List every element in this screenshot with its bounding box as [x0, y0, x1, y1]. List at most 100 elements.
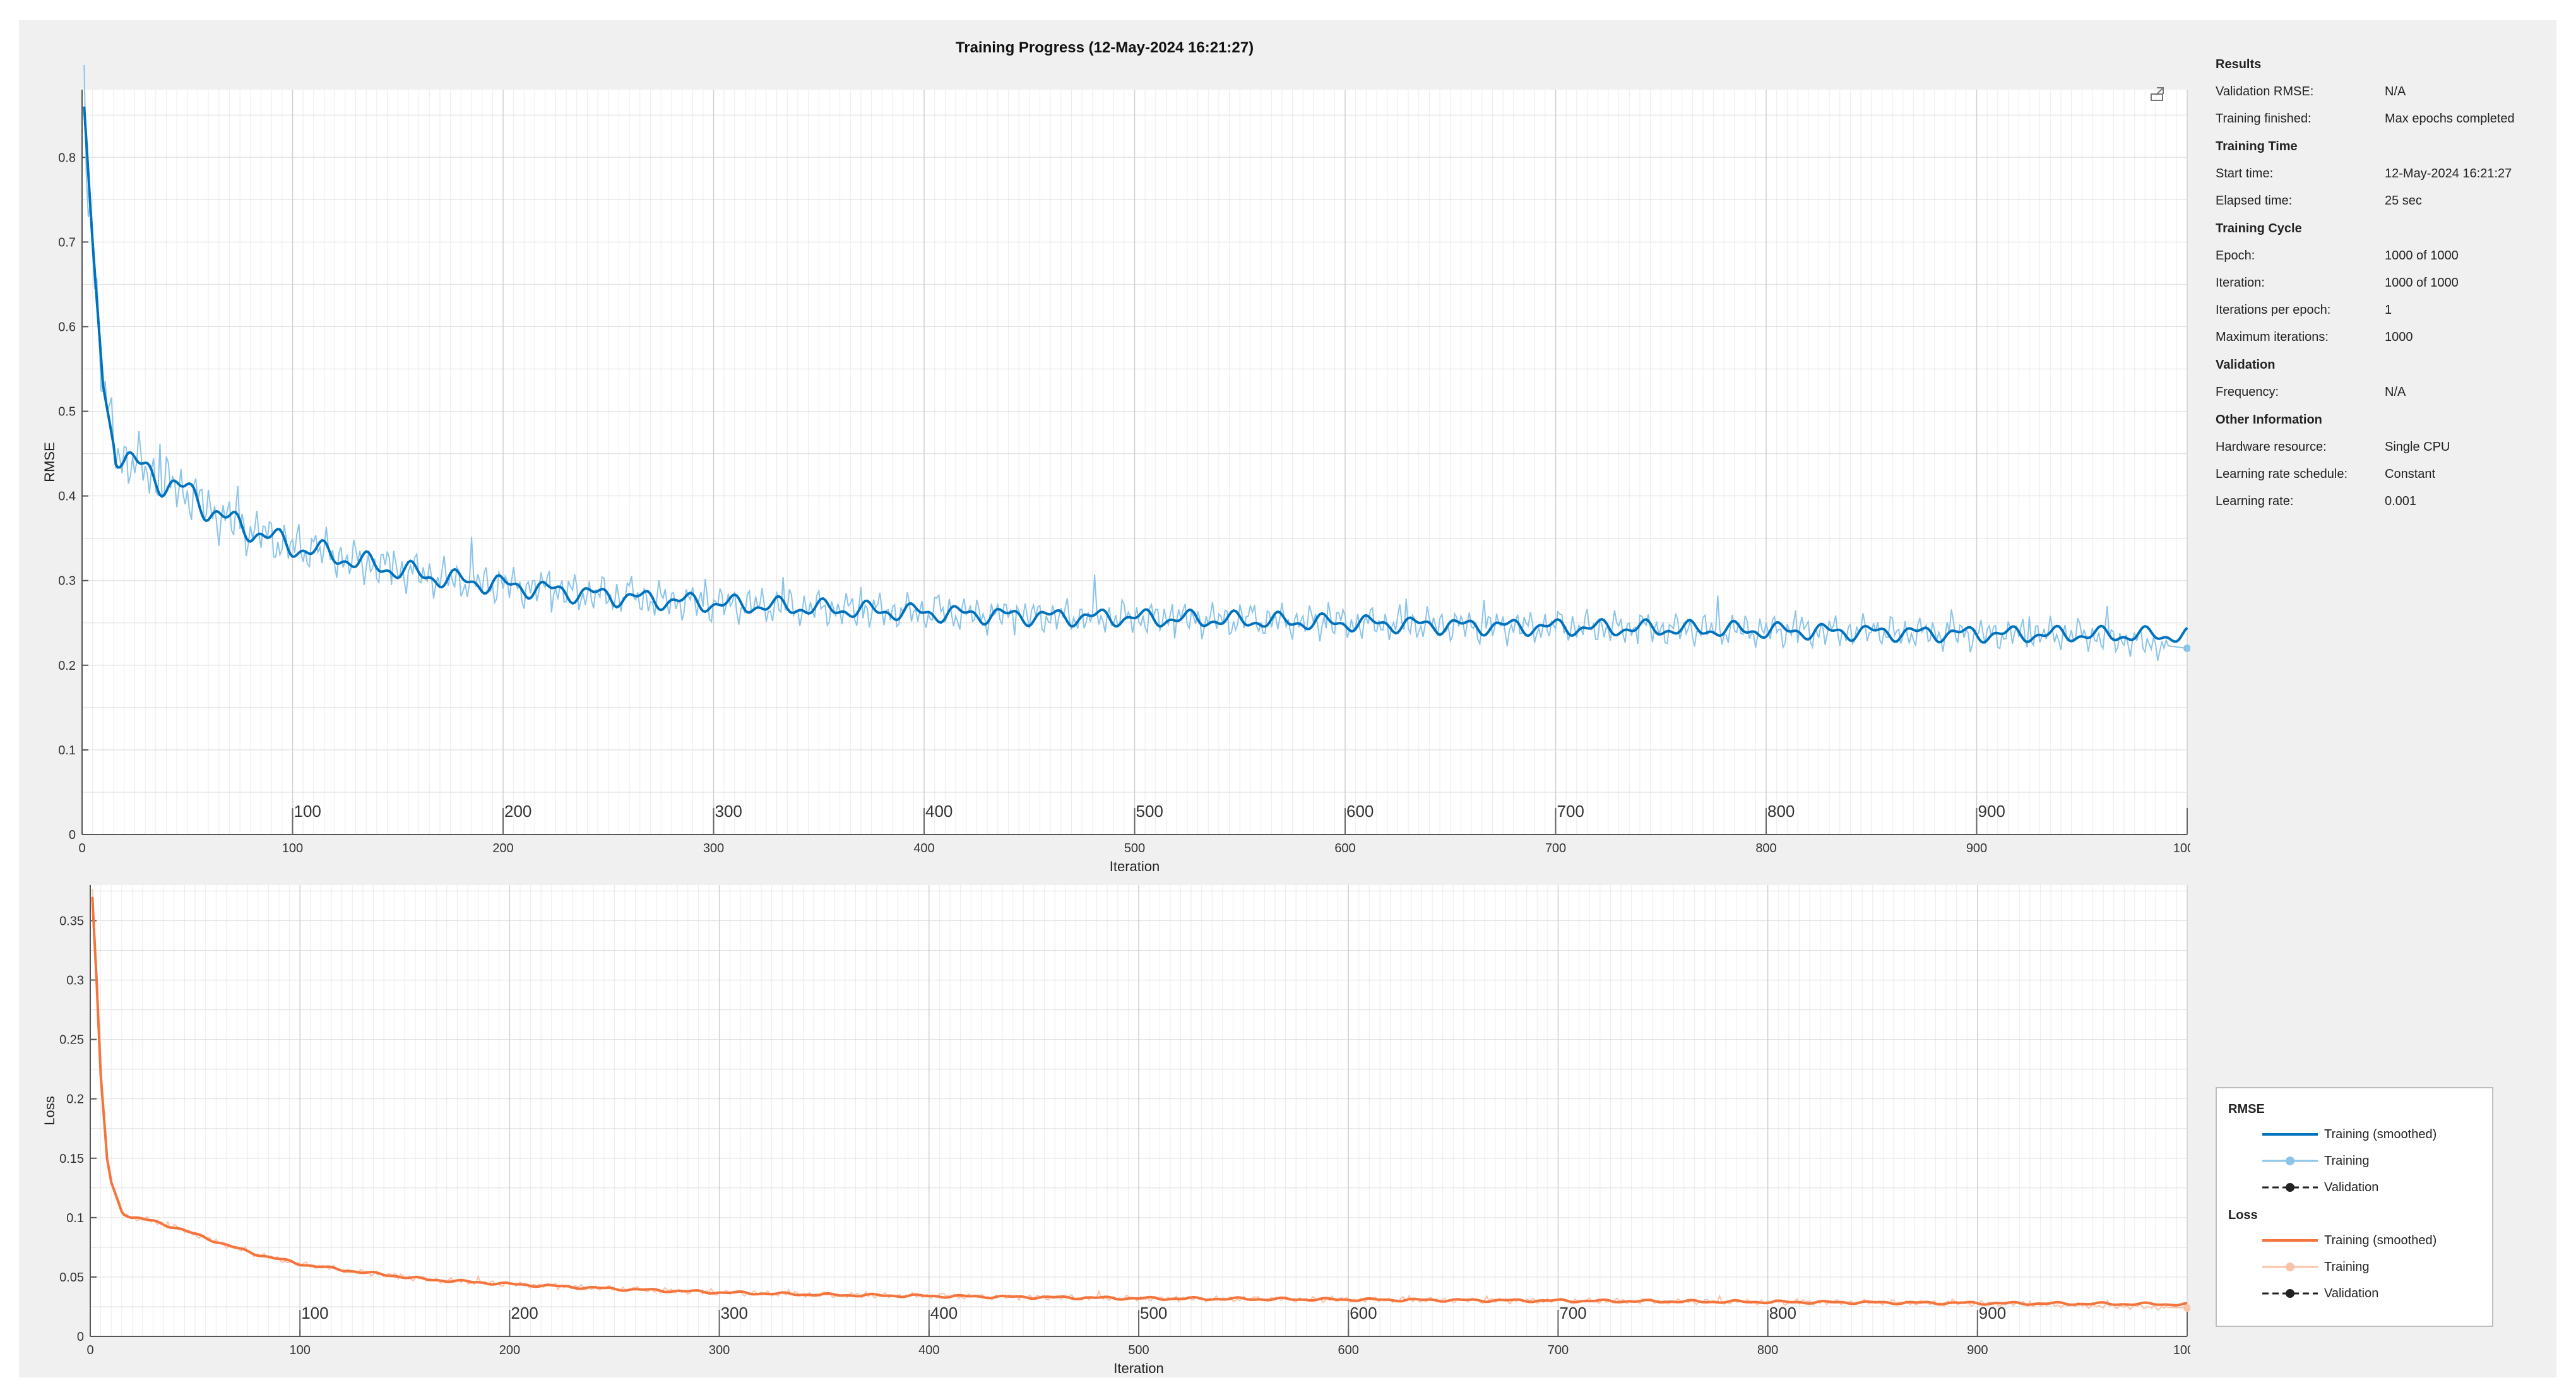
legend-group-title: RMSE — [2228, 1102, 2265, 1116]
epoch-marker-label: 200 — [504, 802, 531, 821]
grid — [90, 885, 2188, 1337]
legend-entry[interactable]: Training — [2261, 1151, 2370, 1170]
info-section-title: Training Time — [2216, 140, 2298, 153]
epoch-marker-label: 300 — [715, 802, 742, 821]
legend-label: Training (smoothed) — [2324, 1233, 2437, 1247]
x-tick-label: 100 — [290, 1343, 311, 1357]
legend-label: Validation — [2324, 1286, 2379, 1300]
legend-entry[interactable]: Training (smoothed) — [2261, 1125, 2437, 1144]
epoch-marker-label: 800 — [1769, 1304, 1796, 1323]
info-value: N/A — [2385, 385, 2406, 399]
x-axis-label: Iteration — [1113, 1360, 1164, 1376]
info-row: Epoch: 1000 of 1000 — [2216, 242, 2544, 270]
y-tick-label: 0.2 — [58, 659, 76, 673]
epoch-marker-label: 700 — [1559, 1304, 1586, 1323]
info-row: Maximum iterations: 1000 — [2216, 324, 2544, 351]
info-section-title: Validation — [2216, 358, 2276, 372]
info-row: Validation RMSE: N/A — [2216, 78, 2544, 105]
x-tick-label: 800 — [1755, 841, 1776, 855]
training-smoothed-line — [83, 106, 2188, 644]
info-value: Constant — [2385, 467, 2436, 481]
info-row: Elapsed time: 25 sec — [2216, 187, 2544, 215]
info-row: Learning rate schedule: Constant — [2216, 461, 2544, 488]
x-tick-label: 200 — [499, 1343, 520, 1357]
x-tick-label: 400 — [913, 841, 934, 855]
training-plots: 0 0.1 0.2 0.3 0.4 0.5 0.6 0.7 0.8 0 100 200 300 400 50… — [42, 64, 2190, 1376]
training-info-panel: Results Validation RMSE: N/A Training finis… — [2216, 51, 2544, 515]
x-tick-label: 1000 — [2173, 1343, 2190, 1357]
y-tick-label: 0.3 — [58, 574, 76, 588]
export-icon[interactable] — [2147, 83, 2169, 105]
x-tick-label: 0 — [86, 1343, 93, 1357]
y-tick-label: 0.35 — [59, 914, 84, 928]
legend-swatch — [2262, 1263, 2318, 1271]
rmse-chart: 0 0.1 0.2 0.3 0.4 0.5 0.6 0.7 0.8 0 100 200 300 400 50… — [42, 64, 2190, 874]
y-tick-label: 0.15 — [59, 1152, 84, 1166]
y-tick-label: 0.05 — [59, 1271, 84, 1285]
info-label: Learning rate: — [2216, 494, 2294, 508]
y-tick-label: 0.6 — [58, 320, 76, 334]
x-axis-label: Iteration — [1110, 859, 1160, 874]
epoch-marker-label: 400 — [925, 802, 953, 821]
info-label: Epoch: — [2216, 249, 2255, 263]
info-label: Maximum iterations: — [2216, 330, 2329, 344]
x-tick-label: 900 — [1967, 1343, 1988, 1357]
legend-swatch — [2262, 1183, 2318, 1192]
info-value: 1 — [2385, 303, 2392, 317]
y-tick-label: 0.1 — [66, 1211, 84, 1225]
x-tick-label: 1000 — [2173, 841, 2190, 855]
y-tick-label: 0.7 — [58, 235, 76, 249]
epoch-marker-label: 800 — [1767, 802, 1795, 821]
legend-swatch — [2262, 1289, 2318, 1298]
epoch-marker-label: 600 — [1346, 802, 1374, 821]
x-tick-label: 500 — [1128, 1343, 1149, 1357]
epoch-marker-label: 500 — [1140, 1304, 1167, 1323]
info-row: Start time: 12-May-2024 16:21:27 — [2216, 160, 2544, 187]
info-row: Hardware resource: Single CPU — [2216, 434, 2544, 461]
info-value: 0.001 — [2385, 494, 2417, 508]
legend-entry[interactable]: Validation — [2261, 1284, 2378, 1303]
training-last-point — [2183, 1304, 2190, 1312]
x-tick-label: 700 — [1545, 841, 1566, 855]
epoch-marker-label: 200 — [511, 1304, 538, 1323]
info-value: 25 sec — [2385, 194, 2422, 208]
y-tick-label: 0.3 — [66, 974, 84, 988]
info-label: Start time: — [2216, 167, 2274, 181]
y-axis-label: RMSE — [42, 442, 57, 482]
y-tick-label: 0.4 — [58, 490, 76, 504]
y-tick-label: 0.2 — [66, 1093, 84, 1107]
info-label: Training finished: — [2216, 112, 2312, 126]
legend-entry[interactable]: Validation — [2261, 1178, 2378, 1197]
x-tick-label: 300 — [703, 841, 724, 855]
y-tick-label: 0.8 — [58, 151, 76, 165]
y-tick-label: 0.1 — [58, 744, 76, 758]
info-label: Hardware resource: — [2216, 440, 2327, 454]
x-tick-label: 600 — [1338, 1343, 1359, 1357]
x-tick-label: 800 — [1757, 1343, 1778, 1357]
info-section-title: Results — [2216, 57, 2262, 71]
x-tick-label: 100 — [282, 841, 303, 855]
legend-label: Training — [2324, 1153, 2370, 1168]
window-title: Training Progress (12-May-2024 16:21:27) — [955, 39, 1254, 56]
legend-swatch — [2262, 1239, 2318, 1242]
legend-swatch — [2262, 1133, 2318, 1136]
epoch-marker-label: 600 — [1350, 1304, 1377, 1323]
info-row: Learning rate: 0.001 — [2216, 488, 2544, 515]
legend-entry[interactable]: Training — [2261, 1257, 2370, 1276]
grid — [81, 90, 2188, 835]
info-row: Frequency: N/A — [2216, 379, 2544, 406]
x-tick-label: 300 — [709, 1343, 730, 1357]
info-section-title: Other Information — [2216, 413, 2322, 427]
info-value: N/A — [2385, 85, 2406, 98]
info-value: 12-May-2024 16:21:27 — [2385, 167, 2512, 181]
legend-entry[interactable]: Training (smoothed) — [2261, 1231, 2437, 1250]
y-axis-label: Loss — [42, 1096, 57, 1125]
info-value: 1000 of 1000 — [2385, 276, 2459, 290]
info-label: Iteration: — [2216, 276, 2265, 290]
info-value: Max epochs completed — [2385, 112, 2515, 126]
x-tick-label: 500 — [1124, 841, 1145, 855]
info-value: 1000 of 1000 — [2385, 249, 2459, 263]
info-row: Training finished: Max epochs completed — [2216, 105, 2544, 133]
training-line — [83, 64, 2188, 662]
x-tick-label: 400 — [918, 1343, 939, 1357]
